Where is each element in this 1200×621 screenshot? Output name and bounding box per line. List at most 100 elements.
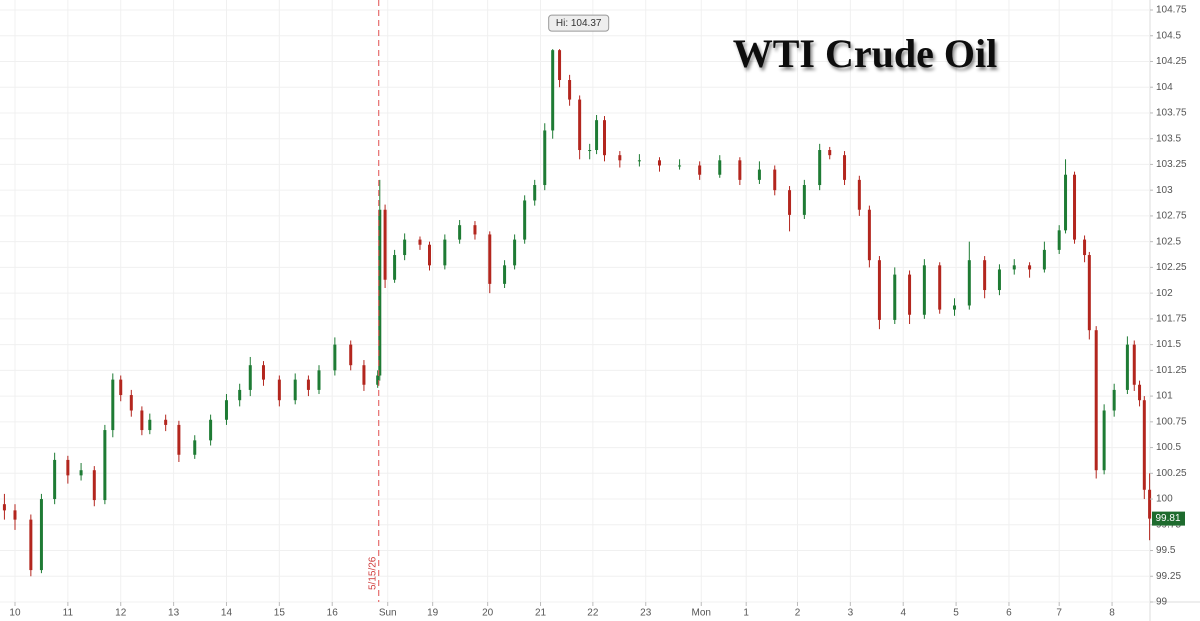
candle-body (248, 365, 252, 390)
x-tick-label: Sun (379, 608, 397, 619)
y-tick-label: 102 (1156, 288, 1173, 299)
candle-body (349, 344, 353, 366)
x-tick-label: 23 (640, 608, 652, 619)
x-tick-label: 20 (482, 608, 494, 619)
y-tick-label: 100.25 (1156, 468, 1187, 479)
x-tick-label: Mon (692, 608, 711, 619)
candle-body (1083, 239, 1087, 256)
candle-body (997, 269, 1001, 291)
candle-body (698, 165, 702, 175)
candle-body (119, 379, 123, 396)
x-tick-label: 21 (535, 608, 547, 619)
y-tick-label: 100.5 (1156, 442, 1181, 453)
candle-body (224, 400, 228, 420)
last-price-label: 99.81 (1155, 513, 1180, 524)
candle-body (66, 459, 70, 476)
candle-body (238, 389, 242, 401)
y-tick-label: 102.5 (1156, 236, 1181, 247)
candle-body (277, 379, 281, 401)
candle-body (867, 209, 871, 261)
y-tick-label: 104.5 (1156, 30, 1181, 41)
candle-body (1148, 489, 1152, 519)
y-tick-label: 103 (1156, 185, 1173, 196)
high-callout-text: Hi: 104.37 (556, 18, 602, 29)
candle-body (602, 120, 606, 156)
y-tick-label: 103.25 (1156, 159, 1187, 170)
candles (2, 49, 1152, 577)
candle-body (678, 165, 682, 167)
candle-body (1142, 400, 1146, 490)
candle-body (53, 459, 57, 500)
candle-body (558, 50, 562, 81)
y-tick-label: 100.75 (1156, 416, 1187, 427)
y-tick-label: 101.25 (1156, 365, 1187, 376)
candle-body (306, 379, 310, 390)
candle-body (757, 169, 761, 180)
candle-body (1102, 410, 1106, 471)
x-tick-label: 12 (115, 608, 127, 619)
candle-body (403, 239, 407, 256)
x-tick-label: 7 (1056, 608, 1062, 619)
candle-body (111, 379, 115, 431)
y-tick-label: 103.5 (1156, 133, 1181, 144)
candle-body (843, 155, 847, 180)
candle-body (1087, 255, 1091, 331)
y-tick-label: 104.75 (1156, 5, 1187, 16)
candle-body (938, 265, 942, 310)
candle-body (595, 120, 599, 151)
y-tick-label: 101.75 (1156, 314, 1187, 325)
candle-body (148, 419, 152, 431)
candle-body (1028, 265, 1032, 270)
candle-body (657, 160, 661, 166)
candle-body (588, 150, 592, 152)
candle-body (488, 234, 492, 284)
candle-body (953, 305, 957, 310)
candle-body (578, 99, 582, 151)
candle-body (393, 255, 397, 280)
candle-body (164, 419, 168, 425)
x-tick-label: 22 (587, 608, 599, 619)
candle-body (177, 424, 181, 455)
candle-body (877, 260, 881, 320)
y-tick-label: 101.5 (1156, 339, 1181, 350)
candle-body (818, 150, 822, 186)
candle-body (1138, 384, 1142, 401)
x-tick-label: 15 (274, 608, 286, 619)
candle-body (39, 499, 43, 571)
y-tick-label: 100 (1156, 494, 1173, 505)
x-tick-label: 14 (221, 608, 233, 619)
candle-body (922, 265, 926, 315)
session-marker-label: 5/15/26 (367, 556, 378, 590)
candle-body (2, 504, 6, 511)
candle-body (1132, 344, 1136, 385)
candle-body (29, 519, 33, 571)
candle-body (140, 410, 144, 431)
y-tick-label: 101 (1156, 391, 1173, 402)
candle-body (618, 155, 622, 161)
candle-body (79, 470, 83, 476)
y-tick-label: 103.75 (1156, 108, 1187, 119)
candle-body (802, 185, 806, 215)
x-tick-label: 11 (63, 608, 74, 619)
x-tick-label: 16 (327, 608, 339, 619)
x-tick-label: 13 (168, 608, 180, 619)
candle-body (129, 395, 133, 411)
x-tick-label: 8 (1109, 608, 1115, 619)
candle-body (1073, 174, 1077, 240)
candle-body (193, 440, 197, 455)
high-callout (548, 14, 610, 32)
candle-body (857, 179, 861, 210)
candle-body (788, 190, 792, 215)
candle-body (458, 225, 462, 240)
y-tick-label: 99 (1156, 597, 1168, 608)
grid (0, 0, 1150, 603)
y-tick-label: 104 (1156, 82, 1173, 93)
candle-body (773, 169, 777, 191)
candle-body (209, 419, 213, 441)
candle-body (333, 344, 337, 371)
candle-body (378, 209, 382, 376)
candle-body (513, 239, 517, 266)
labels: 9999.2599.599.75100100.25100.5100.751011… (9, 0, 1187, 619)
